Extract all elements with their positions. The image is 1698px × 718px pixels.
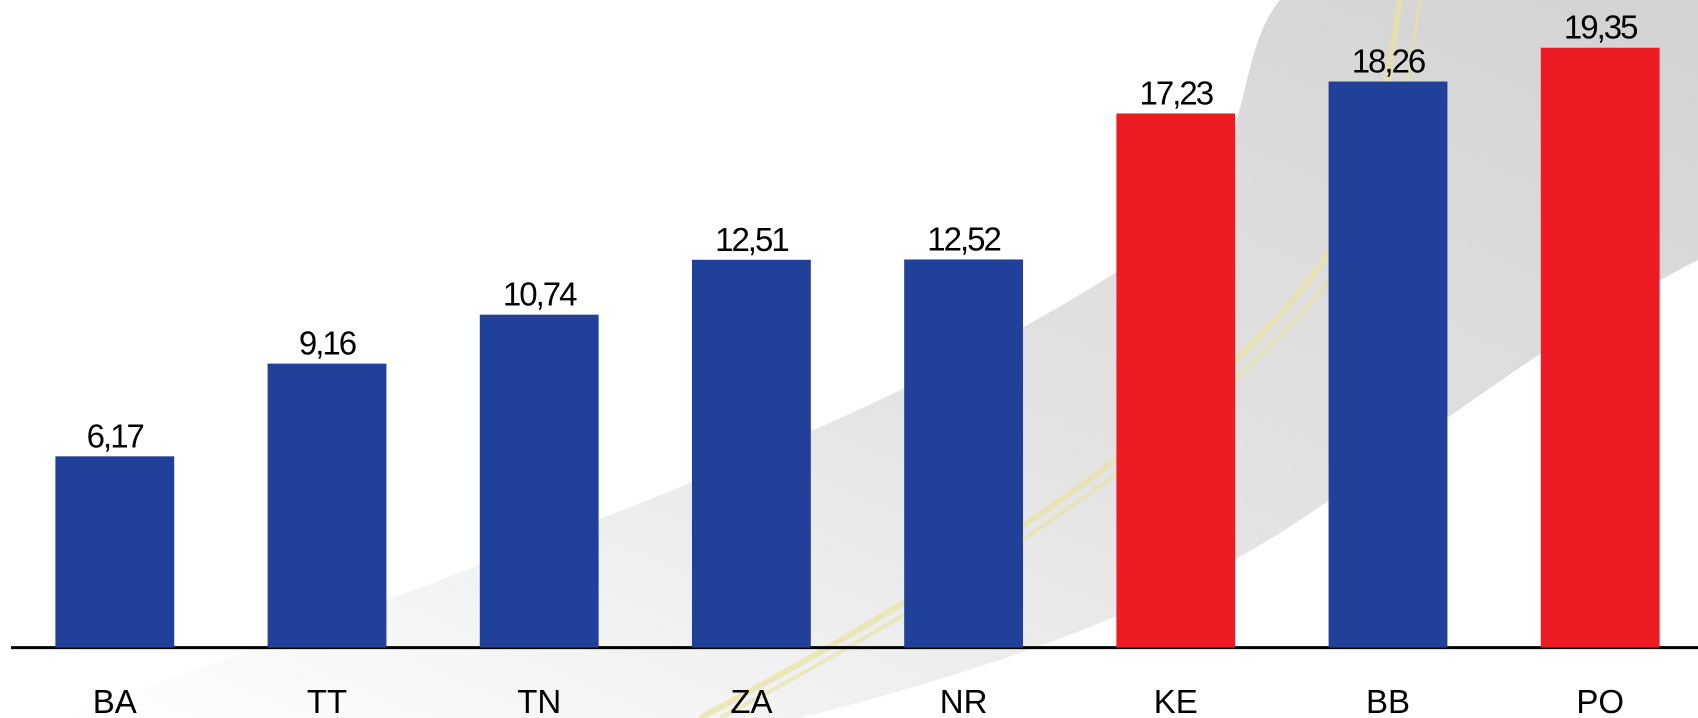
- x-tick-label: PO: [1576, 683, 1624, 718]
- x-tick-label: TN: [517, 683, 561, 718]
- x-tick-label: BB: [1366, 683, 1410, 718]
- x-tick-label: BA: [93, 683, 137, 718]
- bar: [267, 363, 387, 648]
- bar: [1116, 113, 1236, 648]
- bar: [55, 456, 175, 648]
- value-label: 6,17: [87, 417, 144, 454]
- x-tick-label: TT: [307, 683, 347, 718]
- bar: [1540, 47, 1660, 648]
- value-label: 12,51: [715, 221, 788, 258]
- x-tick-label: ZA: [730, 683, 772, 718]
- bar: [904, 259, 1024, 648]
- value-label: 9,16: [299, 325, 356, 362]
- bar: [691, 259, 811, 648]
- value-label: 18,26: [1352, 43, 1425, 80]
- x-tick-label: KE: [1154, 683, 1198, 718]
- bar: [479, 314, 599, 648]
- value-label: 10,74: [503, 276, 577, 313]
- x-tick-label: NR: [940, 683, 988, 718]
- value-label: 19,35: [1564, 9, 1637, 46]
- value-label: 17,23: [1140, 74, 1213, 111]
- value-label: 12,52: [927, 220, 1000, 257]
- bar: [1328, 81, 1448, 648]
